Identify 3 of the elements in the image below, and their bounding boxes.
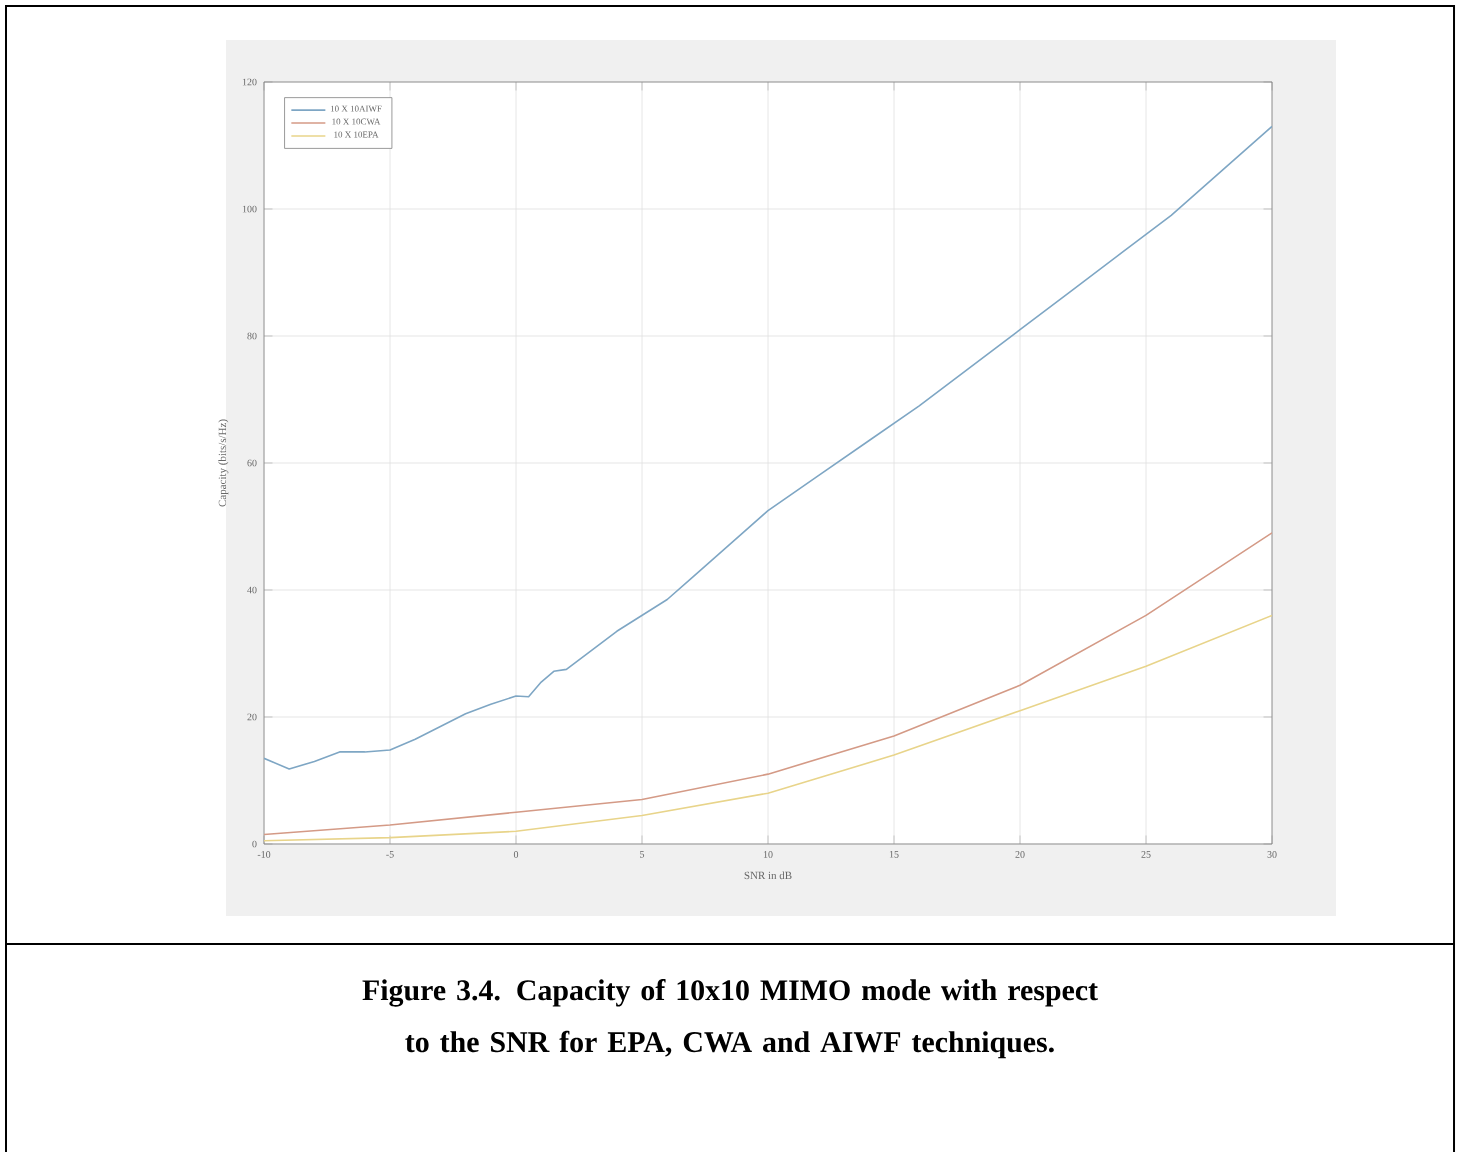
line-series bbox=[264, 532, 1273, 836]
caption: Figure 3.4. Capacity of 10x10 MIMO mode with respect to the SNR for EPA, CWA and AIWF techniques. bbox=[362, 979, 1098, 1059]
line-series bbox=[264, 614, 1273, 842]
